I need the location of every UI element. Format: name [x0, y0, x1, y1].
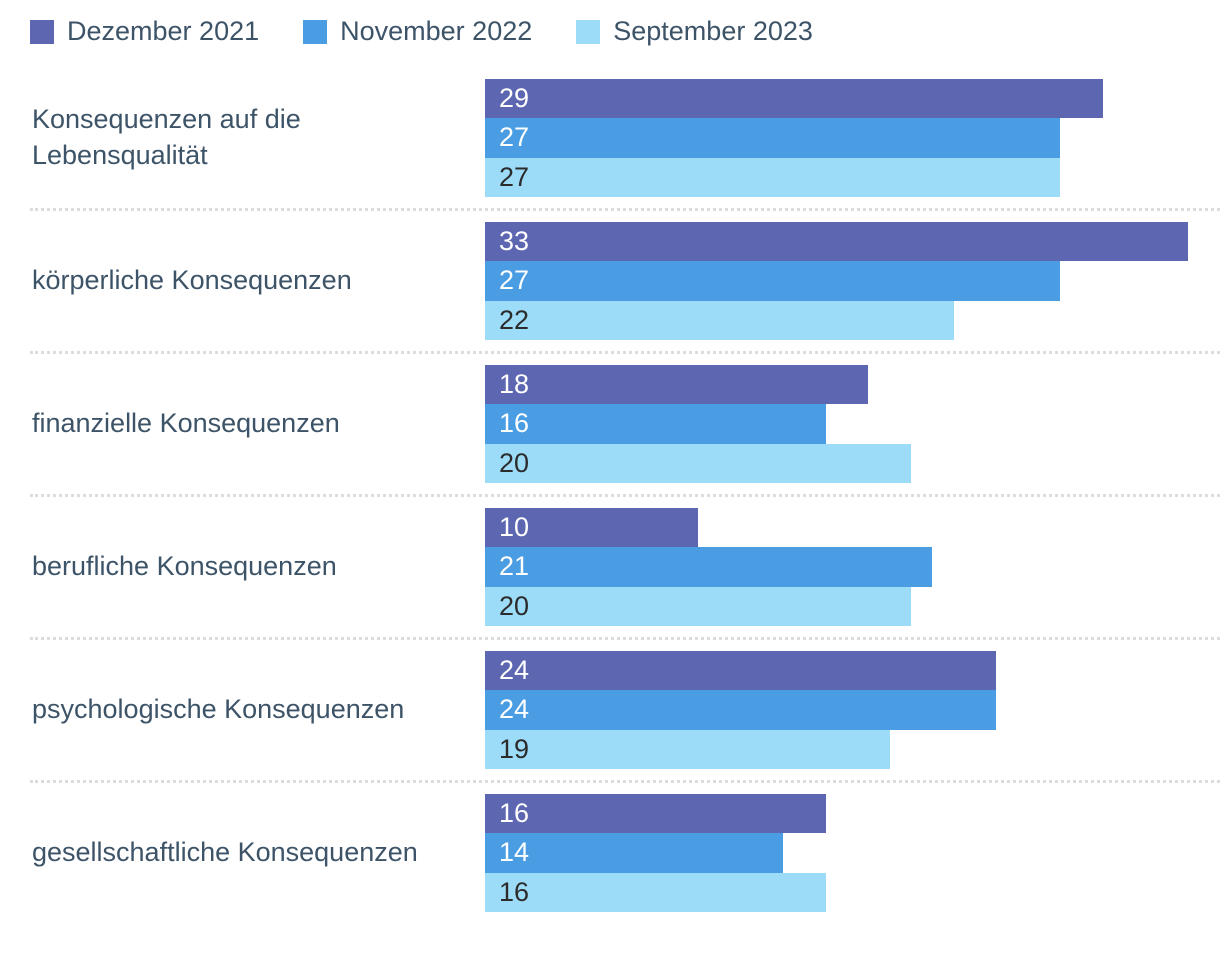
category-label: gesellschaftliche Konsequenzen [32, 837, 418, 868]
bar-november-2022: 21 [485, 547, 933, 587]
category-label: berufliche Konsequenzen [32, 551, 337, 582]
group-divider [30, 637, 1220, 640]
bar-dezember-2021: 33 [485, 222, 1188, 262]
bar-value-label: 20 [499, 590, 530, 621]
chart-row: psychologische Konsequenzen 24 24 19 [0, 640, 1220, 780]
bar-group: 16 14 16 [485, 794, 1220, 912]
bar-value-label: 16 [499, 408, 530, 439]
legend-item-september-2023: September 2023 [576, 16, 813, 47]
bar-november-2022: 16 [485, 404, 826, 444]
bar-group: 29 27 27 [485, 79, 1220, 197]
legend-label: September 2023 [613, 16, 813, 46]
bar-value-label: 21 [499, 551, 530, 582]
chart-row: finanzielle Konsequenzen 18 16 20 [0, 354, 1220, 494]
bar-september-2023: 20 [485, 443, 911, 483]
group-divider [30, 208, 1220, 211]
legend-label: November 2022 [340, 16, 533, 46]
legend-swatch-november-2022 [303, 19, 328, 44]
bar-september-2023: 19 [485, 729, 890, 769]
group-divider [30, 351, 1220, 354]
group-divider [30, 780, 1220, 783]
legend-item-dezember-2021: Dezember 2021 [30, 16, 259, 47]
bar-value-label: 20 [499, 447, 530, 478]
category-label: finanzielle Konsequenzen [32, 408, 340, 439]
category-label: Konsequenzen auf die Lebensqualität [32, 104, 301, 170]
bar-dezember-2021: 29 [485, 79, 1103, 119]
bar-value-label: 16 [499, 876, 530, 907]
bar-value-label: 27 [499, 122, 530, 153]
chart-row: körperliche Konsequenzen 33 27 22 [0, 211, 1220, 351]
category-label: körperliche Konsequenzen [32, 265, 352, 296]
group-divider [30, 494, 1220, 497]
bar-chart: Konsequenzen auf die Lebensqualität 29 27 2… [0, 68, 1220, 923]
bar-value-label: 33 [499, 226, 530, 257]
bar-value-label: 24 [499, 694, 530, 725]
legend-item-november-2022: November 2022 [303, 16, 532, 47]
bar-dezember-2021: 16 [485, 794, 826, 834]
legend-swatch-dezember-2021 [30, 19, 54, 44]
bar-value-label: 22 [499, 304, 530, 335]
bar-november-2022: 27 [485, 118, 1061, 158]
bar-value-label: 18 [499, 369, 530, 400]
chart-row: Konsequenzen auf die Lebensqualität 29 27 2… [0, 68, 1220, 208]
category-label: psychologische Konsequenzen [32, 694, 405, 725]
bar-september-2023: 27 [485, 157, 1061, 197]
bar-november-2022: 24 [485, 690, 997, 730]
bar-value-label: 27 [499, 161, 530, 192]
chart-row: gesellschaftliche Konsequenzen 16 14 16 [0, 783, 1220, 923]
bar-november-2022: 27 [485, 261, 1061, 301]
bar-value-label: 19 [499, 733, 530, 764]
bar-group: 24 24 19 [485, 651, 1220, 769]
bar-dezember-2021: 24 [485, 651, 997, 691]
bar-value-label: 16 [499, 798, 530, 829]
legend-label: Dezember 2021 [67, 16, 260, 46]
bar-group: 33 27 22 [485, 222, 1220, 340]
bar-dezember-2021: 10 [485, 508, 698, 548]
bar-value-label: 10 [499, 512, 530, 543]
legend: Dezember 2021 November 2022 September 20… [0, 0, 1220, 47]
chart-row: berufliche Konsequenzen 10 21 20 [0, 497, 1220, 637]
bar-value-label: 27 [499, 265, 530, 296]
bar-value-label: 14 [499, 837, 530, 868]
bar-group: 10 21 20 [485, 508, 1220, 626]
bar-value-label: 24 [499, 655, 530, 686]
bar-group: 18 16 20 [485, 365, 1220, 483]
bar-september-2023: 22 [485, 300, 954, 340]
bar-september-2023: 16 [485, 872, 826, 912]
bar-value-label: 29 [499, 83, 530, 114]
bar-november-2022: 14 [485, 833, 784, 873]
legend-swatch-september-2023 [576, 19, 601, 44]
bar-september-2023: 20 [485, 586, 911, 626]
bar-dezember-2021: 18 [485, 365, 869, 405]
